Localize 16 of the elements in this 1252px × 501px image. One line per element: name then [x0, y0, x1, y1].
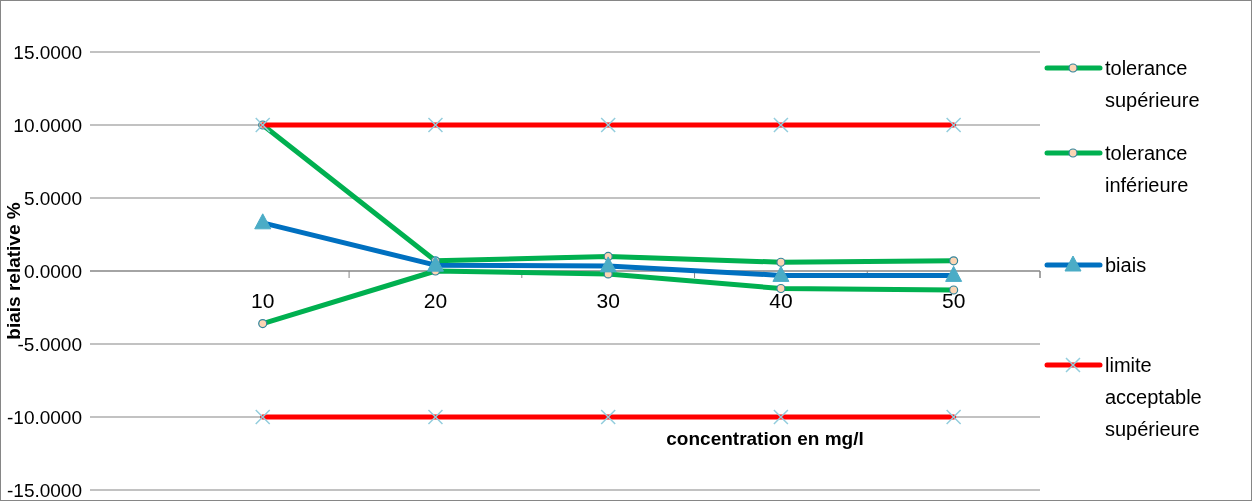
x-axis-title: concentration en mg/l [666, 428, 864, 449]
x-tick-label: 30 [596, 289, 620, 312]
y-tick-label: 0.0000 [23, 260, 82, 282]
x-tick-label: 40 [769, 289, 793, 312]
y-tick-label: -15.0000 [6, 479, 82, 501]
x-tick-label: 10 [251, 289, 275, 312]
legend-label: biais [1105, 254, 1147, 276]
y-tick-label: 10.0000 [13, 114, 82, 136]
y-tick-label: -10.0000 [6, 406, 82, 428]
y-tick-label: 15.0000 [13, 41, 82, 63]
legend-label: limite acceptable supérieure [1105, 354, 1202, 440]
x-tick-label: 20 [423, 289, 448, 312]
legend-label: tolerance inférieure [1105, 142, 1189, 196]
legend-label: tolerance supérieure [1105, 57, 1200, 111]
x-tick-label: 50 [941, 289, 966, 312]
y-tick-label: 5.0000 [23, 187, 82, 209]
